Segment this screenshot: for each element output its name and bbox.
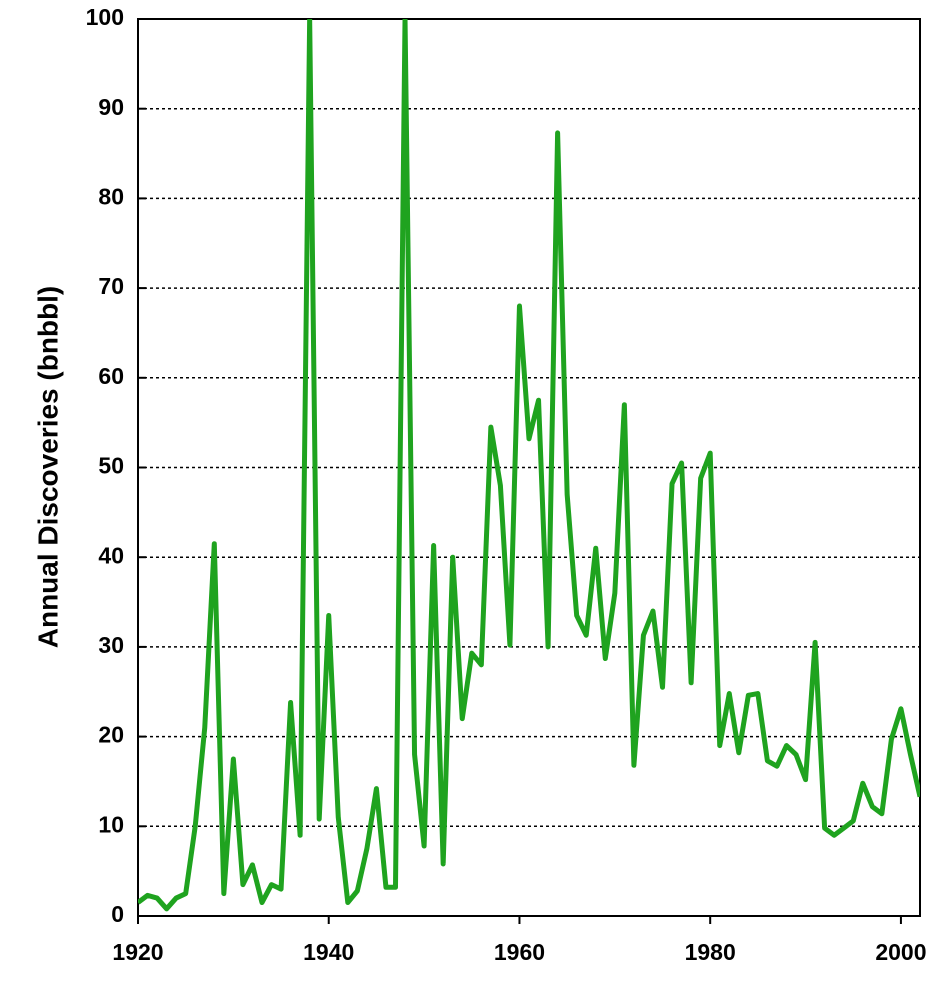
y-tick-label: 100 xyxy=(86,4,124,30)
x-tick-label: 1920 xyxy=(112,939,163,965)
y-tick-label: 80 xyxy=(98,183,124,209)
y-tick-label: 20 xyxy=(98,722,124,748)
x-tick-label: 1940 xyxy=(303,939,354,965)
y-tick-label: 50 xyxy=(98,453,124,479)
y-tick-label: 0 xyxy=(111,901,124,927)
x-tick-label: 1960 xyxy=(494,939,545,965)
y-axis-title: Annual Discoveries (bnbbl) xyxy=(32,286,63,649)
y-tick-label: 30 xyxy=(98,632,124,658)
data-line xyxy=(138,19,920,912)
y-tick-label: 10 xyxy=(98,811,124,837)
plot-frame xyxy=(137,18,921,917)
y-tick-label: 70 xyxy=(98,273,124,299)
x-tick-label: 1980 xyxy=(685,939,736,965)
y-tick-label: 60 xyxy=(98,363,124,389)
y-tick-label: 90 xyxy=(98,94,124,120)
x-tick-label: 2000 xyxy=(875,939,926,965)
y-tick-label: 40 xyxy=(98,542,124,568)
